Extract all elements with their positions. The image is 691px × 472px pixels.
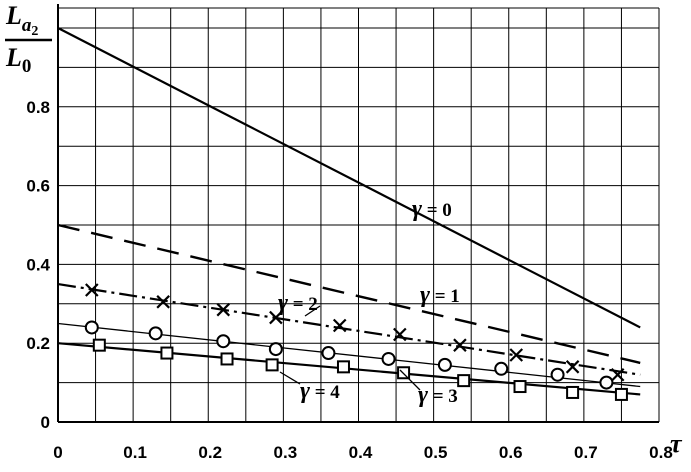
svg-text:La2: La2: [5, 1, 38, 39]
series-line-1: [57, 223, 641, 365]
marker-circle: [437, 357, 452, 372]
series-label-2: γ = 2: [278, 290, 318, 316]
x-tick-label: 0.1: [123, 443, 147, 462]
y-label-numerator: L: [5, 1, 22, 30]
y-label-numerator-sub: a: [22, 15, 32, 36]
marker-square: [160, 346, 174, 360]
x-tick-label: 0.4: [349, 443, 373, 462]
series-group: [57, 27, 641, 401]
y-tick-label: 0.8: [26, 98, 50, 117]
marker-circle: [84, 320, 99, 335]
y-label-denominator-sub: 0: [22, 56, 32, 77]
label-leader-line: [279, 371, 301, 385]
y-tick-label: 0.2: [26, 334, 50, 353]
y-label-denominator: L: [5, 43, 22, 72]
series-line-2: [57, 283, 641, 376]
x-tick-label: 0.8: [649, 443, 673, 462]
x-tick-label: 0.2: [198, 443, 222, 462]
marker-square: [457, 374, 471, 388]
marker-x: [509, 348, 524, 362]
marker-square: [92, 338, 106, 352]
axes: [57, 4, 659, 423]
y-label-numerator-subsub: 2: [31, 24, 38, 39]
marker-x: [269, 310, 283, 325]
x-tick-label: 0.6: [499, 443, 523, 462]
marker-square: [614, 387, 628, 401]
marker-circle: [550, 367, 565, 382]
marker-circle: [268, 342, 283, 357]
marker-circle: [599, 375, 614, 390]
label-leader-line: [399, 369, 421, 391]
x-tick-label: 0: [53, 443, 62, 462]
marker-circle: [148, 326, 163, 341]
marker-x: [216, 302, 231, 317]
marker-square: [566, 385, 580, 399]
marker-square: [220, 352, 234, 366]
series-label-1: γ = 1: [420, 282, 460, 308]
series-line-0: [57, 27, 641, 329]
x-tick-label: 0.5: [424, 443, 448, 462]
marker-square: [265, 358, 279, 372]
series-labels: γ = 0 γ = 1 γ = 2 γ = 3 γ = 4: [278, 196, 460, 408]
x-axis-label: τ: [670, 429, 683, 458]
marker-x: [156, 295, 170, 309]
marker-x: [393, 327, 407, 342]
marker-x: [332, 318, 347, 333]
y-tick-label: 0: [41, 413, 50, 432]
marker-square: [513, 380, 527, 394]
marker-circle: [216, 334, 231, 349]
marker-circle: [494, 361, 509, 376]
svg-text:L0: L0: [5, 43, 31, 77]
marker-x: [85, 283, 99, 297]
x-tick-label: 0.7: [574, 443, 598, 462]
series-label-0: γ = 0: [412, 196, 452, 222]
series-label-3: γ = 3: [418, 382, 458, 408]
marker-circle: [381, 351, 396, 366]
marker-circle: [321, 346, 336, 361]
x-tick-label: 0.3: [274, 443, 298, 462]
y-tick-label: 0.6: [26, 177, 50, 196]
label-leader-line: [304, 305, 321, 317]
grid: [57, 7, 660, 423]
marker-x: [610, 367, 625, 382]
series-label-4: γ = 4: [300, 378, 340, 404]
y-axis-label: La2 L0: [5, 1, 52, 77]
marker-x: [453, 338, 467, 352]
marker-x: [565, 360, 580, 374]
tick-labels: 0 0.1 0.2 0.3 0.4 0.5 0.6 0.7 0.8 0 0.2 0.4 0.6 0.8: [26, 98, 672, 462]
y-tick-label: 0.4: [26, 255, 50, 274]
marker-square: [336, 360, 350, 374]
